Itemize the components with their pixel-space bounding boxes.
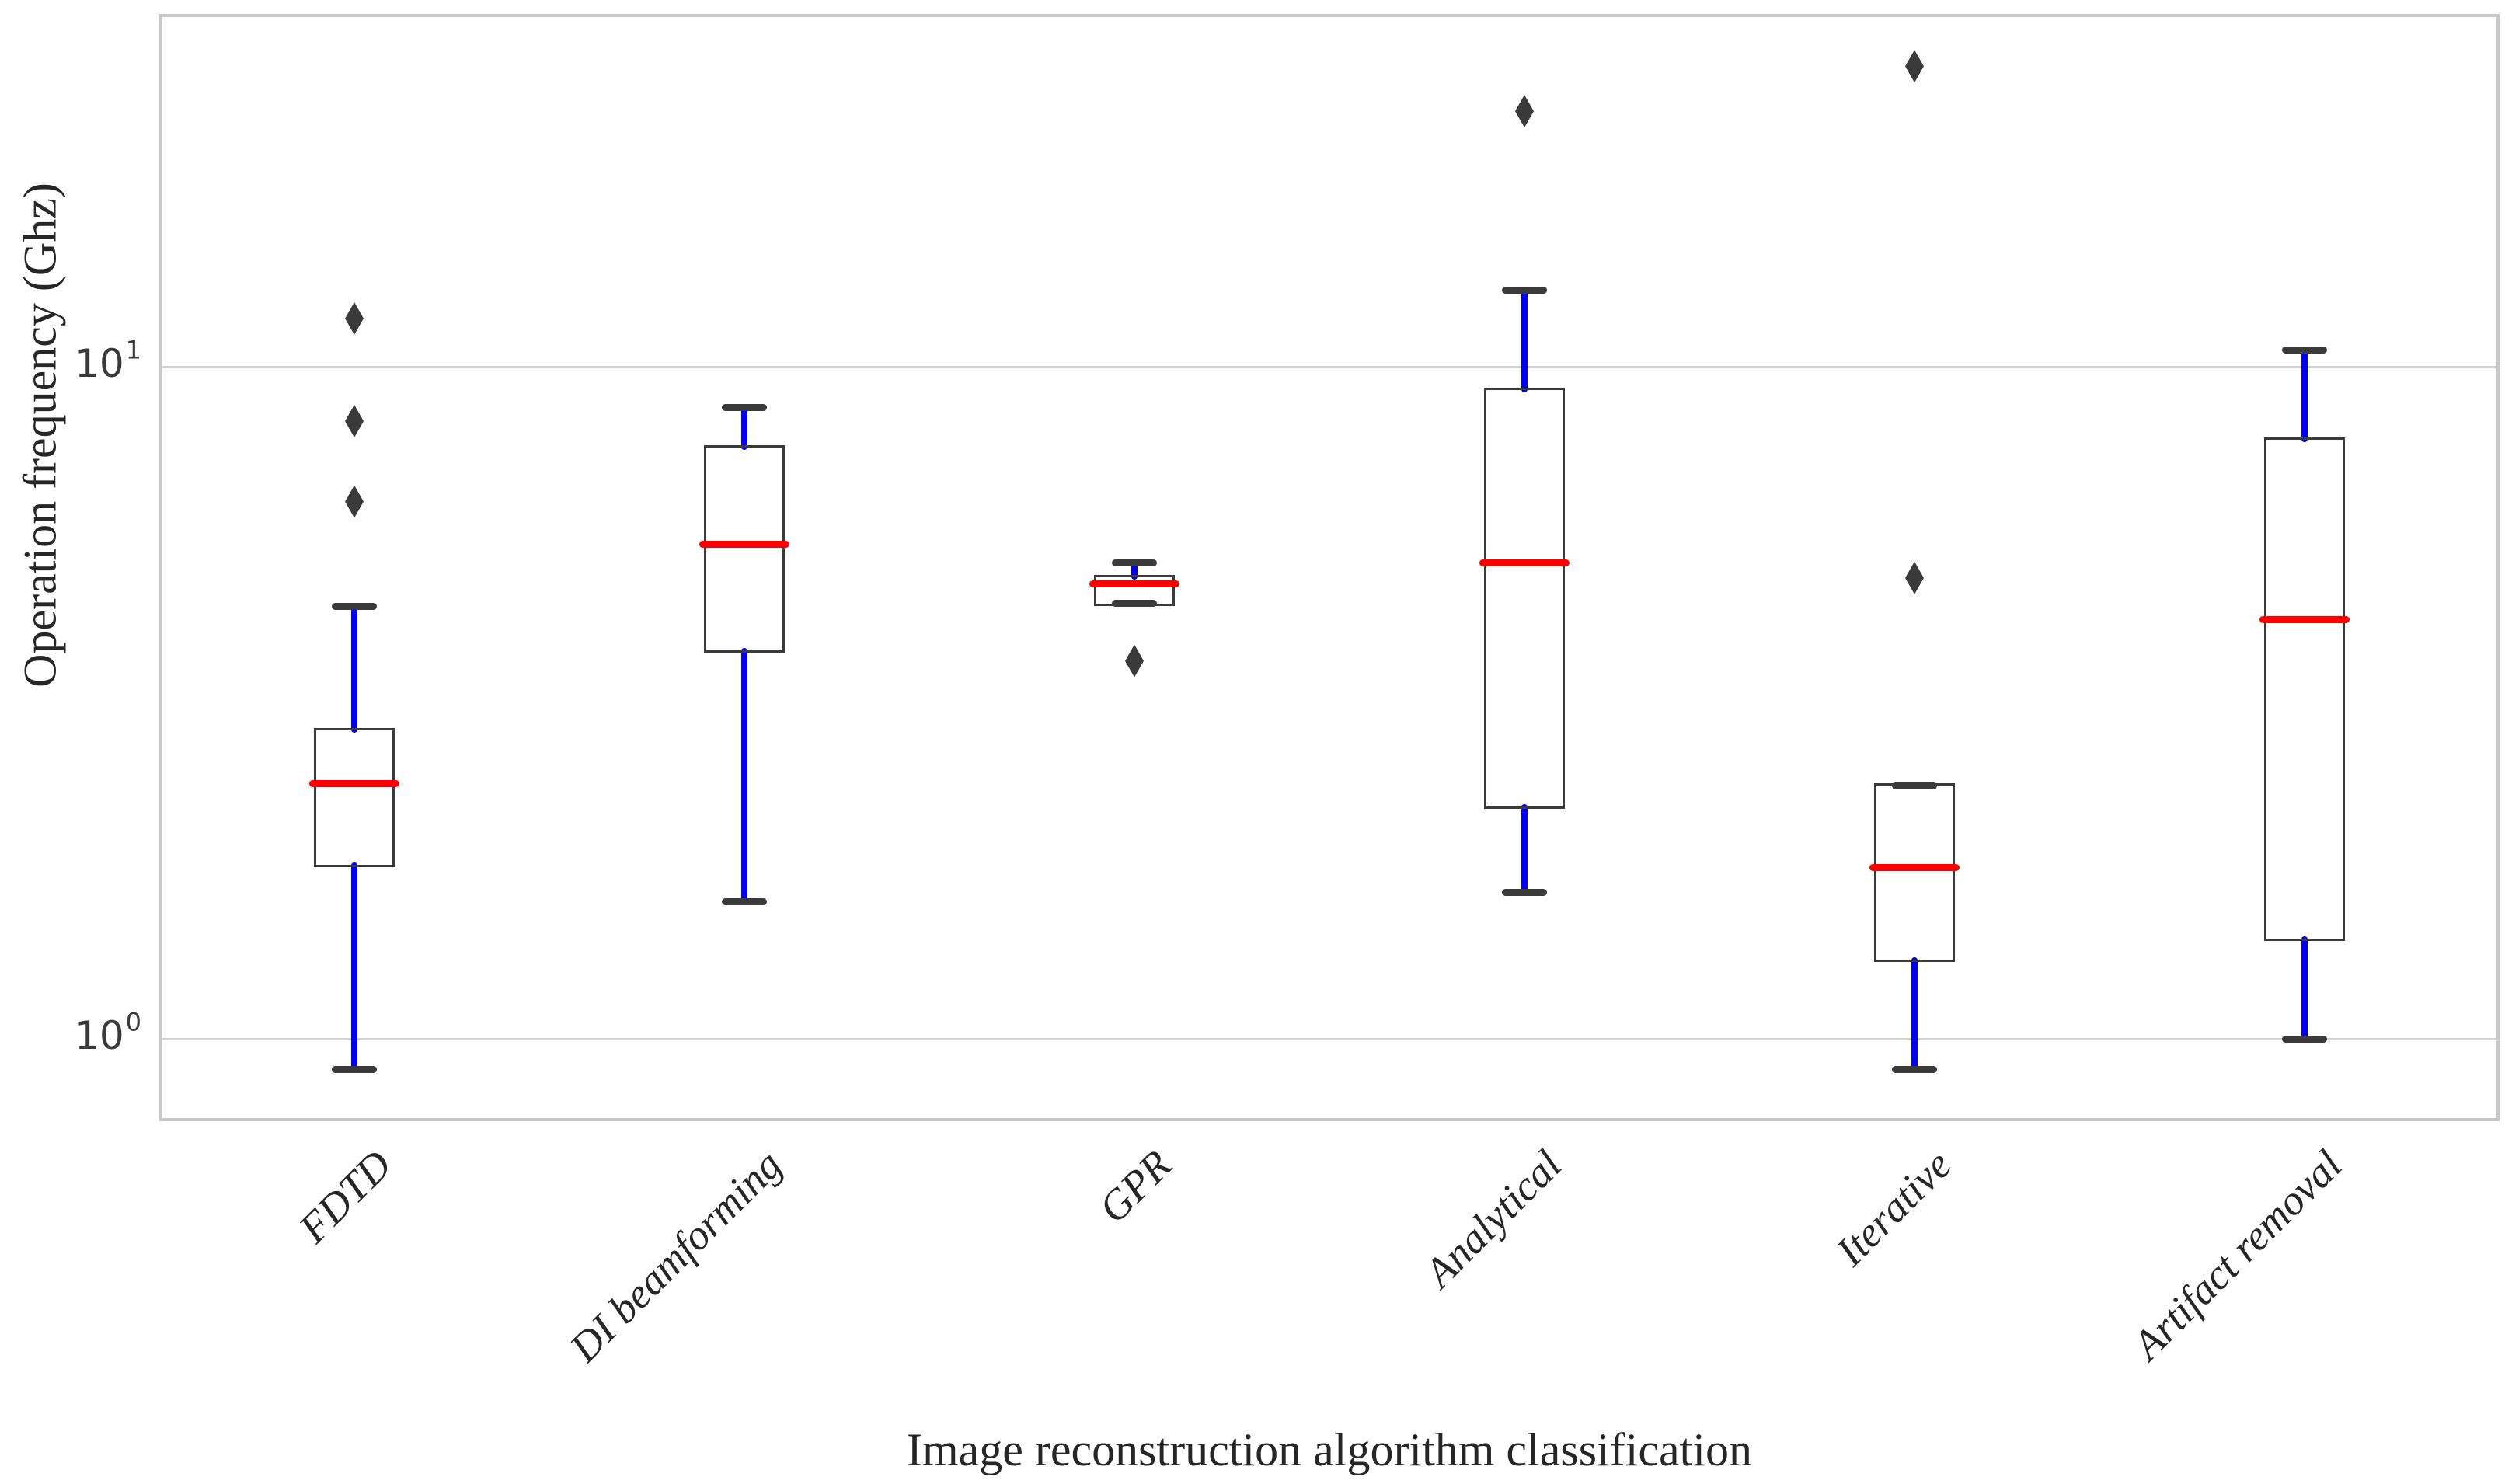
y-gridline: [162, 1037, 2496, 1040]
upper-whisker-cap: [332, 602, 377, 610]
median-line: [699, 540, 789, 548]
y-tick-base: 10: [75, 341, 124, 387]
box-iqr: [314, 728, 395, 868]
median-line: [1869, 863, 1960, 871]
y-tick-label: 100: [0, 1007, 141, 1059]
box-iqr: [1874, 783, 1955, 963]
x-tick-label: GPR: [1089, 1141, 1181, 1232]
upper-whisker-line: [1131, 563, 1138, 580]
upper-whisker-cap: [1502, 286, 1547, 294]
lower-whisker-cap: [1502, 889, 1547, 897]
x-tick-label: DI beamforming: [560, 1141, 791, 1371]
y-tick-exponent: 1: [125, 335, 141, 365]
x-tick-label: Artifact removal: [2123, 1141, 2351, 1369]
upper-whisker-cap: [1892, 782, 1937, 789]
y-tick-label: 101: [0, 335, 141, 387]
upper-whisker-cap: [722, 403, 767, 411]
x-tick-label: Analytical: [1415, 1141, 1571, 1297]
lower-whisker-line: [741, 648, 747, 902]
lower-whisker-cap: [332, 1066, 377, 1074]
upper-whisker-line: [741, 407, 747, 450]
lower-whisker-line: [1521, 803, 1528, 893]
upper-whisker-cap: [1112, 559, 1157, 567]
lower-whisker-cap: [2282, 1035, 2327, 1043]
upper-whisker-line: [2301, 350, 2308, 442]
lower-whisker-cap: [722, 897, 767, 905]
lower-whisker-cap: [1112, 599, 1157, 607]
plot-area: [159, 14, 2500, 1121]
lower-whisker-line: [1911, 957, 1918, 1070]
box-iqr: [1484, 388, 1565, 809]
median-line: [1089, 580, 1179, 588]
y-axis-title: Operation frequency (Ghz): [14, 183, 66, 688]
lower-whisker-line: [2301, 935, 2308, 1039]
upper-whisker-line: [351, 606, 357, 733]
x-tick-label: FDTD: [289, 1141, 401, 1252]
box-iqr: [2264, 437, 2345, 941]
box-iqr: [704, 444, 785, 653]
upper-whisker-cap: [2282, 346, 2327, 354]
y-gridline: [162, 365, 2496, 368]
y-tick-base: 10: [75, 1013, 124, 1059]
upper-whisker-line: [1521, 290, 1528, 393]
y-tick-exponent: 0: [125, 1007, 141, 1037]
median-line: [2259, 616, 2350, 624]
median-line: [1479, 559, 1570, 567]
x-axis-title: Image reconstruction algorithm classific…: [907, 1424, 1752, 1475]
x-tick-label: Iterative: [1827, 1141, 1961, 1275]
lower-whisker-line: [351, 862, 357, 1070]
median-line: [309, 779, 399, 787]
lower-whisker-cap: [1892, 1066, 1937, 1074]
